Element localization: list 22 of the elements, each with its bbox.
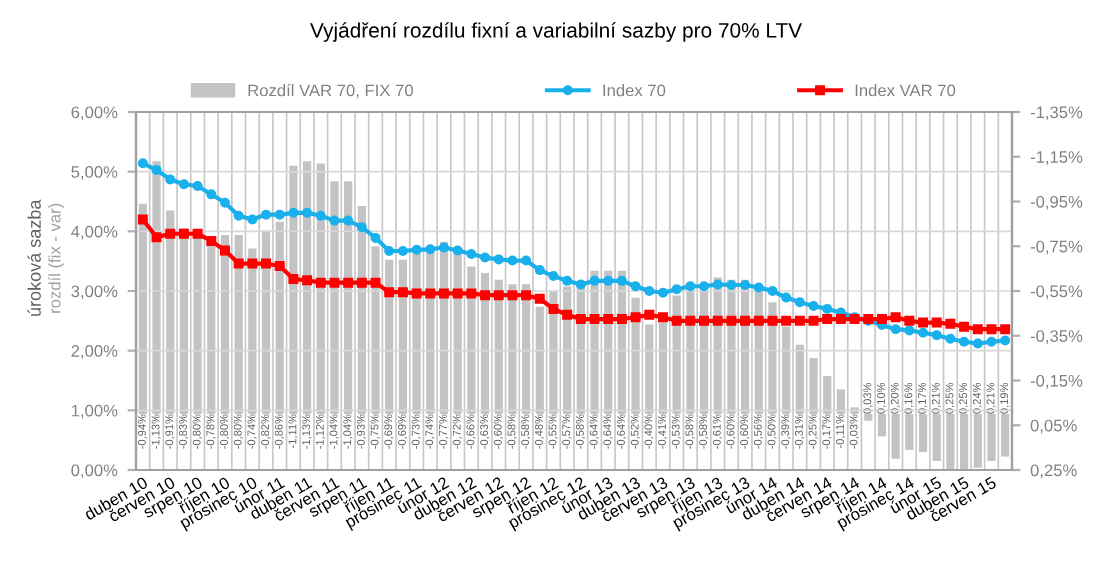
chart-title: Vyjádření rozdílu fixní a variabilní sazby pro 70% LTV xyxy=(310,22,802,42)
y-tick-label: 0,00% xyxy=(71,464,118,479)
y2-tick-label: -1,35% xyxy=(1030,106,1083,121)
legend-label: Rozdíl VAR 70, FIX 70 xyxy=(248,83,413,99)
y2-tick-label: -1,15% xyxy=(1030,151,1083,165)
y-tick-label: 1,00% xyxy=(71,404,118,419)
y-tick-label: 5,00% xyxy=(71,166,118,180)
y2-tick-label: -0,55% xyxy=(1030,285,1083,300)
y2-tick-label: 0,05% xyxy=(1030,419,1077,434)
legend-label: Index VAR 70 xyxy=(855,84,956,97)
y-tick-label: 6,00% xyxy=(71,106,118,121)
y-axis-title: úroková sazba xyxy=(27,199,41,316)
y2-tick-label: -0,35% xyxy=(1030,330,1083,344)
legend-label: Index 70 xyxy=(603,84,666,97)
text: rozdíl (fix - var) xyxy=(48,203,64,313)
y2-tick-label: -0,95% xyxy=(1030,195,1083,210)
y2-tick-label: -0,75% xyxy=(1030,240,1083,255)
y2-tick-label: -0,15% xyxy=(1030,374,1083,389)
y-tick-label: 4,00% xyxy=(71,225,118,240)
y-tick-label: 2,00% xyxy=(71,345,118,359)
y2-tick-label: 0,25% xyxy=(1030,464,1077,479)
y-tick-label: 3,00% xyxy=(71,285,118,300)
